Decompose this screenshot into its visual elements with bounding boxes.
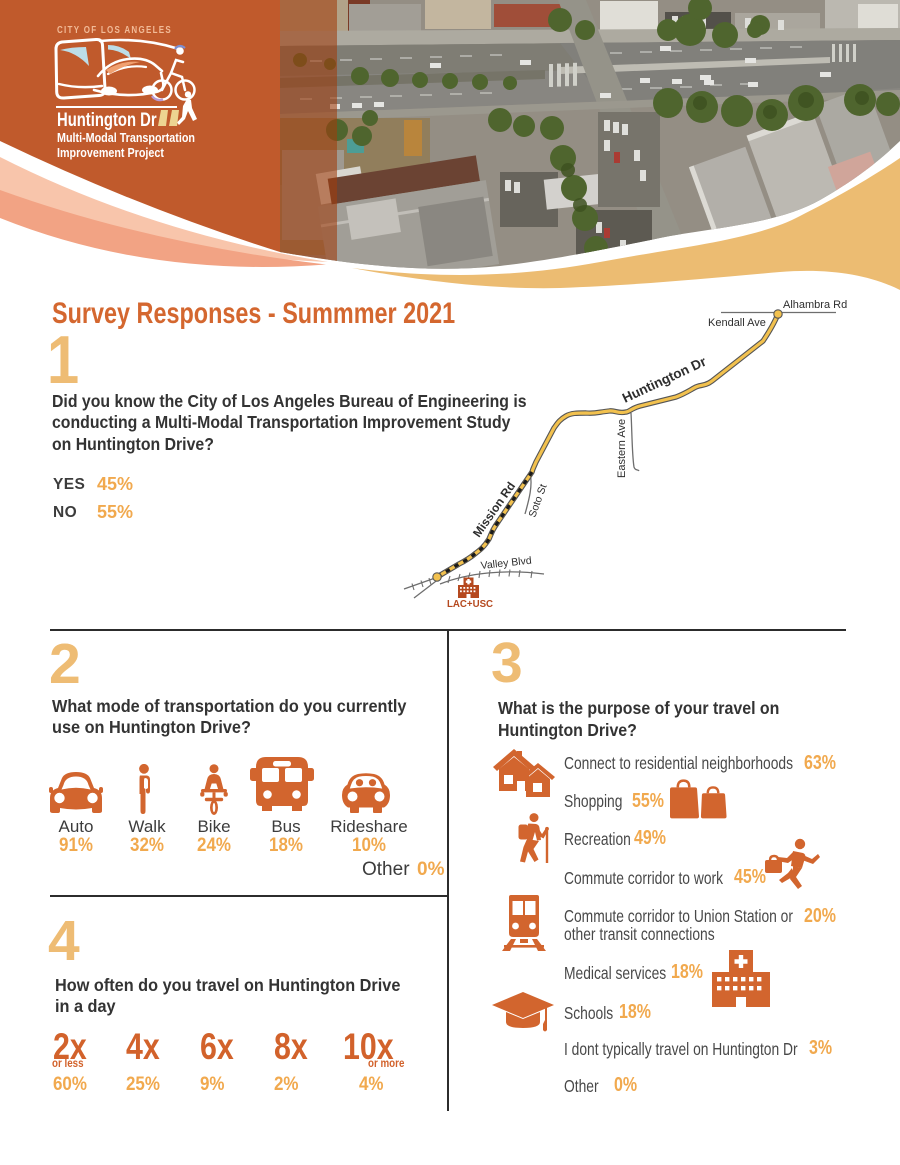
svg-text:Soto St: Soto St bbox=[527, 482, 550, 519]
svg-text:Valley Blvd: Valley Blvd bbox=[480, 555, 532, 572]
svg-text:Alhambra Rd: Alhambra Rd bbox=[783, 299, 847, 311]
svg-text:LAC+USC: LAC+USC bbox=[447, 599, 493, 610]
svg-text:Kendall Ave: Kendall Ave bbox=[708, 317, 766, 329]
svg-text:Eastern Ave: Eastern Ave bbox=[616, 419, 628, 478]
